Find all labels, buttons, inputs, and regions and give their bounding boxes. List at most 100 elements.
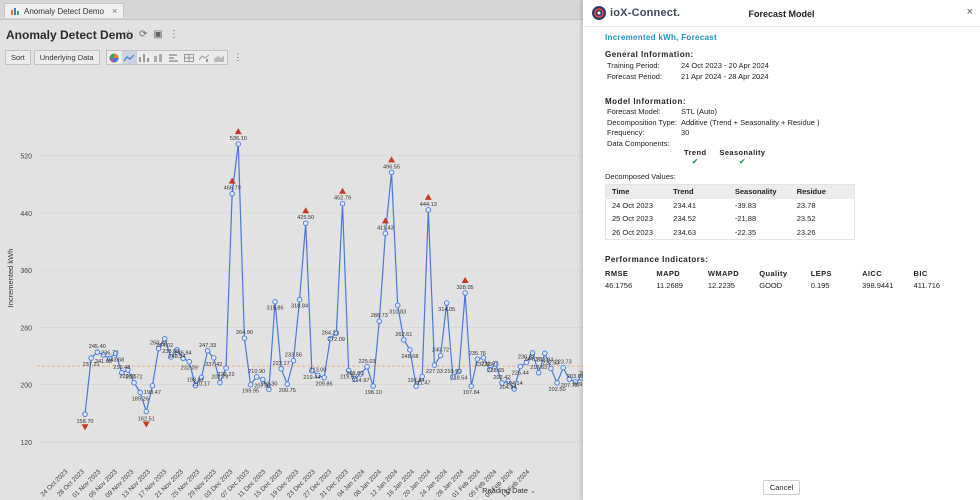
data-point[interactable] (125, 367, 131, 373)
data-point[interactable] (168, 354, 174, 360)
data-point[interactable] (260, 376, 266, 383)
combo-chart-icon[interactable] (197, 51, 212, 64)
data-point[interactable] (131, 379, 137, 386)
save-icon[interactable]: ▣ (153, 29, 163, 40)
data-point[interactable] (401, 337, 407, 343)
data-point[interactable] (486, 366, 493, 373)
data-point[interactable] (548, 365, 554, 372)
data-point[interactable] (474, 356, 481, 362)
data-point[interactable] (388, 169, 395, 176)
more-vertical-icon[interactable]: ⋮ (168, 29, 179, 40)
stacked-column-icon[interactable] (152, 51, 167, 64)
data-point[interactable] (505, 378, 511, 384)
data-point[interactable] (100, 352, 107, 358)
data-point[interactable] (345, 367, 352, 374)
data-point[interactable] (198, 374, 205, 381)
refresh-icon[interactable]: ⟳ (138, 29, 148, 40)
data-point[interactable] (174, 347, 180, 353)
data-point[interactable] (204, 348, 211, 354)
data-point[interactable] (462, 290, 468, 296)
column-chart-icon[interactable] (137, 51, 152, 64)
data-point[interactable] (572, 379, 579, 385)
data-point[interactable] (247, 381, 254, 388)
data-point[interactable] (241, 335, 248, 341)
data-point[interactable] (217, 379, 223, 386)
data-point[interactable] (352, 376, 358, 382)
data-point[interactable] (315, 372, 321, 379)
chevron-down-icon[interactable]: ⌄ (530, 488, 536, 495)
data-point[interactable] (223, 365, 229, 371)
data-point[interactable] (517, 363, 524, 370)
data-point[interactable] (186, 358, 192, 365)
data-point[interactable] (149, 383, 156, 389)
data-point[interactable] (143, 408, 150, 415)
data-point[interactable] (535, 370, 542, 376)
data-point[interactable] (370, 383, 376, 389)
star-icon[interactable]: ☆ (124, 29, 133, 40)
data-point[interactable] (278, 366, 284, 372)
data-point[interactable] (284, 381, 291, 387)
data-point[interactable] (327, 335, 333, 342)
data-point[interactable] (94, 349, 101, 355)
data-point[interactable] (560, 364, 566, 371)
sort-button[interactable]: Sort (5, 50, 31, 65)
data-point[interactable] (333, 330, 340, 336)
data-point[interactable] (480, 355, 487, 361)
data-point[interactable] (425, 207, 432, 213)
data-point[interactable] (394, 302, 401, 309)
data-point[interactable] (302, 220, 309, 226)
tab-close-icon[interactable]: × (112, 6, 118, 16)
data-point[interactable] (253, 374, 260, 380)
data-point[interactable] (542, 350, 548, 357)
data-point[interactable] (235, 141, 242, 147)
data-point[interactable] (376, 318, 383, 324)
data-point[interactable] (137, 389, 143, 396)
data-point[interactable] (566, 376, 573, 382)
data-point[interactable] (364, 364, 370, 370)
data-point[interactable] (419, 373, 425, 380)
data-point[interactable] (296, 296, 303, 303)
bar-chart-icon[interactable] (167, 51, 182, 64)
data-point[interactable] (266, 386, 272, 393)
data-point[interactable] (554, 380, 560, 386)
data-point[interactable] (443, 300, 450, 306)
area-chart-icon[interactable] (212, 51, 227, 64)
underlying-data-button[interactable]: Underlying Data (33, 50, 100, 65)
data-point[interactable] (106, 355, 113, 362)
data-point[interactable] (413, 383, 419, 389)
cancel-button[interactable]: Cancel (763, 480, 800, 495)
data-point[interactable] (321, 374, 327, 381)
data-point[interactable] (161, 336, 168, 342)
data-point[interactable] (450, 374, 456, 380)
more-options-icon[interactable]: ⋮ (233, 52, 243, 62)
data-point[interactable] (155, 345, 162, 352)
data-point[interactable] (290, 357, 297, 364)
data-point[interactable] (523, 359, 530, 366)
data-point[interactable] (210, 355, 217, 361)
data-point[interactable] (88, 355, 94, 361)
table-icon[interactable] (182, 51, 197, 64)
data-point[interactable] (493, 361, 499, 367)
tab-anomaly-detect-demo[interactable]: Anomaly Detect Demo × (4, 3, 125, 18)
data-point[interactable] (119, 370, 125, 376)
data-point[interactable] (192, 382, 199, 389)
data-point[interactable] (578, 375, 583, 381)
data-point[interactable] (309, 368, 315, 374)
data-point[interactable] (82, 411, 88, 417)
line-chart-icon[interactable] (121, 51, 137, 64)
data-point[interactable] (339, 200, 346, 207)
data-point[interactable] (358, 371, 364, 377)
data-point[interactable] (272, 298, 278, 305)
data-point[interactable] (431, 362, 438, 368)
data-point[interactable] (468, 383, 475, 389)
data-point[interactable] (382, 230, 389, 237)
data-point[interactable] (511, 386, 517, 392)
x-axis-label[interactable]: Reading Date (482, 486, 528, 495)
pie-chart-icon[interactable] (107, 51, 122, 64)
data-point[interactable] (456, 368, 462, 375)
data-point[interactable] (529, 350, 536, 356)
data-point[interactable] (407, 347, 413, 353)
data-point[interactable] (229, 190, 235, 197)
data-point[interactable] (180, 355, 186, 362)
data-point[interactable] (437, 352, 444, 359)
